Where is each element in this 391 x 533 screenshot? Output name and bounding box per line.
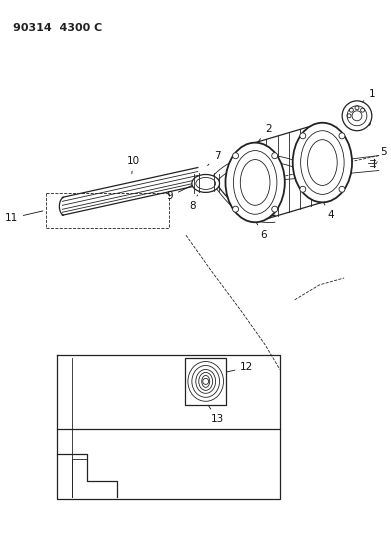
Ellipse shape — [308, 140, 337, 185]
FancyBboxPatch shape — [185, 358, 226, 405]
Ellipse shape — [226, 143, 285, 222]
Ellipse shape — [233, 151, 277, 214]
Ellipse shape — [301, 131, 344, 195]
Text: 4: 4 — [324, 203, 334, 220]
Ellipse shape — [272, 206, 278, 212]
Ellipse shape — [203, 378, 209, 384]
Ellipse shape — [339, 187, 345, 192]
Ellipse shape — [192, 174, 220, 192]
Text: 6: 6 — [256, 223, 267, 240]
Text: 12: 12 — [218, 362, 253, 374]
Text: 90314  4300 C: 90314 4300 C — [13, 23, 102, 33]
Ellipse shape — [233, 153, 239, 159]
Ellipse shape — [300, 133, 306, 139]
Ellipse shape — [196, 177, 215, 189]
Ellipse shape — [240, 159, 270, 205]
Ellipse shape — [339, 133, 345, 139]
Text: 8: 8 — [189, 195, 197, 211]
Text: 3: 3 — [352, 118, 371, 128]
Ellipse shape — [347, 106, 367, 126]
Ellipse shape — [342, 101, 372, 131]
Text: 5: 5 — [377, 147, 386, 163]
Text: 10: 10 — [127, 156, 140, 174]
Text: 2: 2 — [257, 124, 272, 143]
Text: 9: 9 — [167, 184, 193, 201]
Text: 13: 13 — [207, 403, 224, 424]
Ellipse shape — [293, 123, 352, 203]
Text: 7: 7 — [208, 151, 220, 165]
Text: 1: 1 — [356, 89, 375, 107]
Ellipse shape — [300, 187, 306, 192]
Ellipse shape — [272, 153, 278, 159]
Text: 11: 11 — [5, 211, 43, 223]
Ellipse shape — [352, 111, 362, 121]
Ellipse shape — [233, 206, 239, 212]
